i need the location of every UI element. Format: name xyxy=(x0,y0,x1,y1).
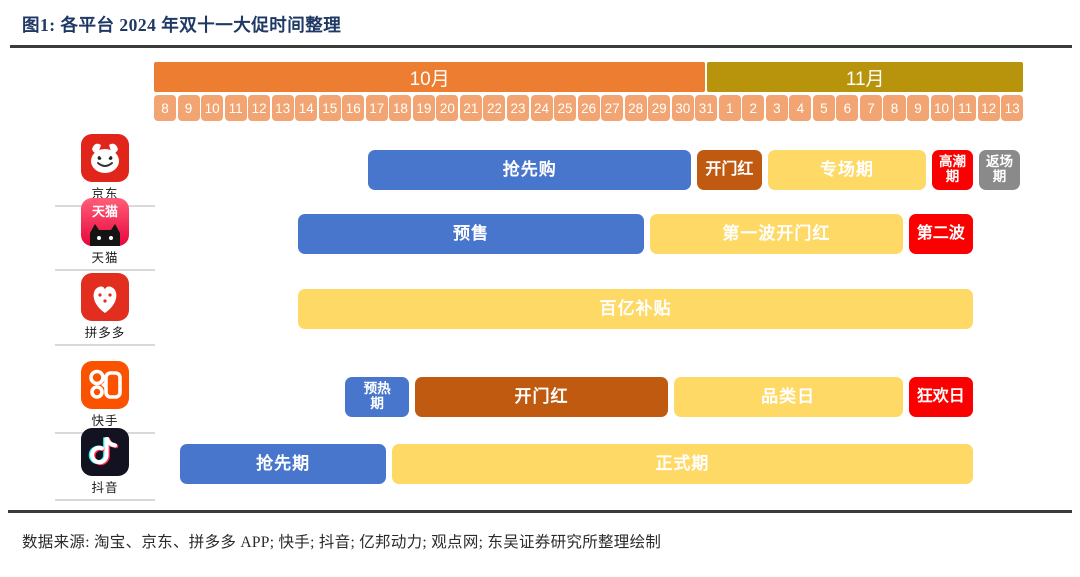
gantt-row-pdd: 百亿补贴 xyxy=(154,289,1023,329)
date-cell: 8 xyxy=(154,95,177,121)
top-rule xyxy=(10,45,1072,48)
platform-divider xyxy=(55,499,155,501)
timeline-bar-douyin: 正式期 xyxy=(391,444,974,484)
timeline-bar-jd: 开门红 xyxy=(697,150,762,190)
date-cell: 1 xyxy=(718,95,741,121)
platform-label-kuaishou: 快手 xyxy=(91,414,119,428)
date-cell: 27 xyxy=(601,95,624,121)
pdd-app-icon xyxy=(81,273,129,321)
date-cell: 19 xyxy=(412,95,435,121)
date-cell: 10 xyxy=(930,95,953,121)
date-cell: 12 xyxy=(248,95,271,121)
timeline-bar-tmall: 第一波开门红 xyxy=(650,214,903,254)
date-cell: 29 xyxy=(648,95,671,121)
platform-label-jd: 京东 xyxy=(91,187,119,201)
date-cell: 30 xyxy=(671,95,694,121)
timeline-bar-jd: 返场 期 xyxy=(979,150,1020,190)
platform-label-pdd: 拼多多 xyxy=(84,326,126,340)
date-cell: 12 xyxy=(977,95,1000,121)
date-cell: 21 xyxy=(459,95,482,121)
gantt-row-douyin: 抢先期 正式期 xyxy=(154,444,1023,484)
month-october: 10月 xyxy=(154,62,706,92)
timeline-bar-kuaishou: 品类日 xyxy=(673,377,903,417)
month-november-label: 11月 xyxy=(845,68,885,90)
date-cell: 16 xyxy=(342,95,365,121)
date-cell: 11 xyxy=(224,95,247,121)
date-cell: 9 xyxy=(177,95,200,121)
kuaishou-app-icon xyxy=(81,361,129,409)
date-cell: 2 xyxy=(742,95,765,121)
date-cell: 8 xyxy=(883,95,906,121)
timeline-bar-pdd: 百亿补贴 xyxy=(297,289,973,329)
date-cell: 11 xyxy=(954,95,977,121)
platform-divider xyxy=(55,344,155,346)
platform-kuaishou: 快手 xyxy=(55,361,155,434)
month-november: 11月 xyxy=(707,62,1023,92)
platform-pdd: 拼多多 xyxy=(55,273,155,346)
jd-app-icon xyxy=(81,134,129,182)
date-cell: 28 xyxy=(624,95,647,121)
date-cell: 26 xyxy=(577,95,600,121)
douyin-app-icon xyxy=(81,428,129,476)
timeline-bar-douyin: 抢先期 xyxy=(180,444,386,484)
date-cell: 25 xyxy=(554,95,577,121)
platform-label-tmall: 天猫 xyxy=(91,251,119,265)
date-strip: 8 9 10 11 12 13 14 15 16 17 18 19 20 21 22 23 24 25 26 27 28… xyxy=(154,95,1024,121)
platform-label-douyin: 抖音 xyxy=(91,481,119,495)
date-cell: 3 xyxy=(765,95,788,121)
timeline-bar-kuaishou: 狂欢日 xyxy=(908,377,974,417)
timeline-bar-jd: 抢先购 xyxy=(368,150,692,190)
date-cell: 13 xyxy=(1001,95,1024,121)
tmall-app-icon: 天猫 xyxy=(81,198,129,246)
gantt-row-kuaishou: 预热 期开门红 品类日 狂欢日 xyxy=(154,377,1023,417)
timeline-bar-tmall: 预售 xyxy=(297,214,645,254)
date-cell: 7 xyxy=(859,95,882,121)
gantt-row-jd: 抢先购 开门红 专场期 高潮 期返场 期 xyxy=(154,150,1023,190)
date-cell: 5 xyxy=(812,95,835,121)
data-source-note: 数据来源: 淘宝、京东、拼多多 APP; 快手; 抖音; 亿邦动力; 观点网; … xyxy=(22,534,662,551)
date-cell: 24 xyxy=(530,95,553,121)
bottom-rule xyxy=(8,510,1072,513)
date-cell: 9 xyxy=(907,95,930,121)
date-cell: 18 xyxy=(389,95,412,121)
date-cell: 17 xyxy=(365,95,388,121)
svg-text:天猫: 天猫 xyxy=(92,204,118,219)
timeline-bar-jd: 专场期 xyxy=(767,150,927,190)
date-cell: 15 xyxy=(318,95,341,121)
timeline-bar-jd: 高潮 期 xyxy=(932,150,974,190)
date-cell: 22 xyxy=(483,95,506,121)
month-header: 10月 11月 xyxy=(154,62,1023,92)
timeline-bar-tmall: 第二波 xyxy=(908,214,974,254)
timeline-bar-kuaishou: 预热 期 xyxy=(344,377,410,417)
figure-title: 图1: 各平台 2024 年双十一大促时间整理 xyxy=(22,15,342,35)
platform-jd: 京东 xyxy=(55,134,155,207)
platform-douyin: 抖音 xyxy=(55,428,155,501)
gantt-row-tmall: 预售 第一波开门红 第二波 xyxy=(154,214,1023,254)
date-cell: 23 xyxy=(506,95,529,121)
date-cell: 4 xyxy=(789,95,812,121)
date-cell: 6 xyxy=(836,95,859,121)
month-october-label: 10月 xyxy=(409,68,450,90)
date-cell: 10 xyxy=(201,95,224,121)
platform-tmall: 天猫 天猫 xyxy=(55,198,155,271)
date-cell: 14 xyxy=(295,95,318,121)
date-cell: 13 xyxy=(271,95,294,121)
platform-divider xyxy=(55,269,155,271)
timeline-bar-kuaishou: 开门红 xyxy=(415,377,668,417)
date-cell: 31 xyxy=(695,95,718,121)
date-cell: 20 xyxy=(436,95,459,121)
